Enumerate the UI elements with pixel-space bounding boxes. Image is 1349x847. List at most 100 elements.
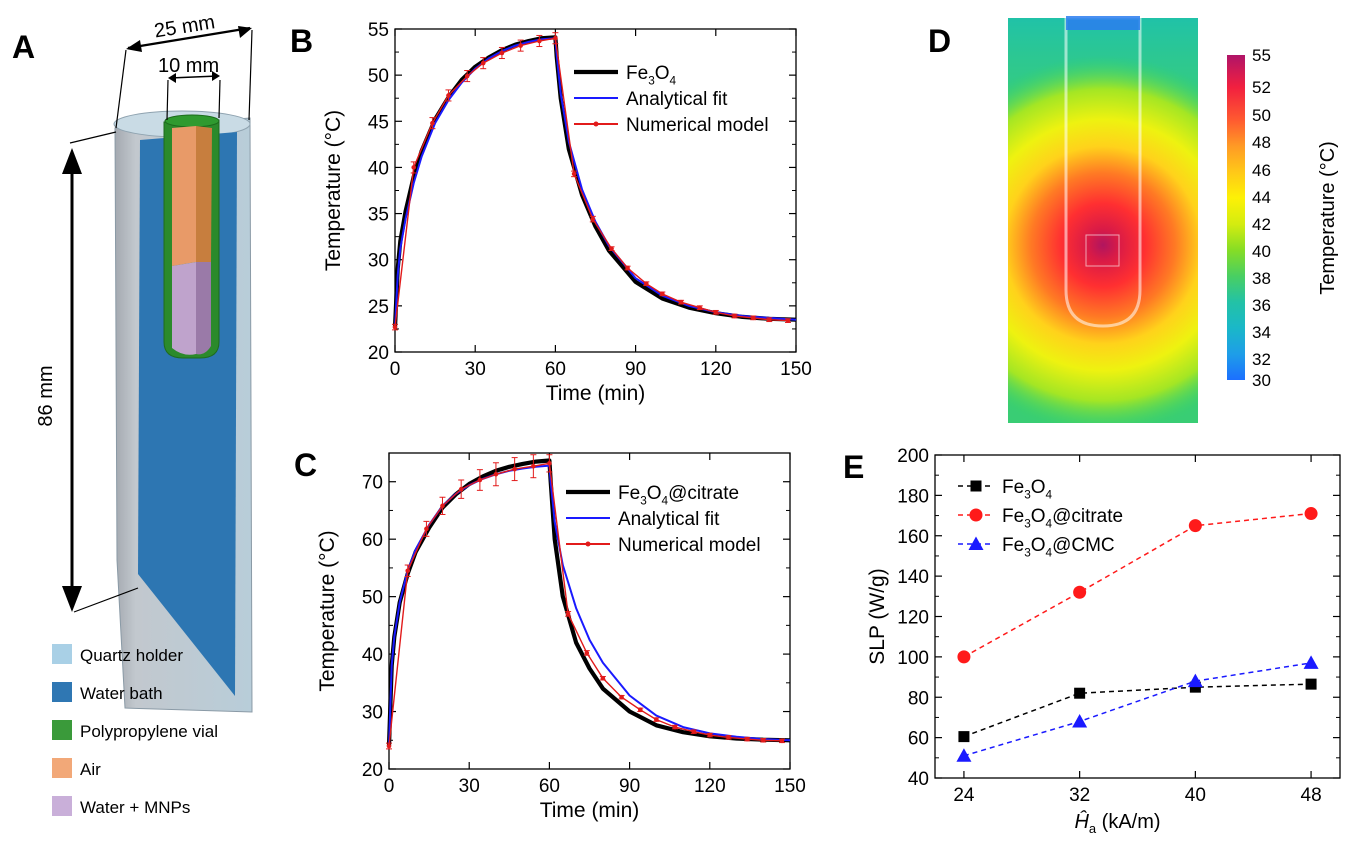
data-point-triangle — [1187, 673, 1203, 688]
plot-frame — [934, 454, 1341, 779]
data-point — [726, 735, 731, 740]
heatmap-hotspot — [1008, 18, 1198, 423]
x-axis-label: Time (min) — [540, 799, 640, 822]
colorbar-tick-52: 52 — [1252, 78, 1271, 97]
y-tick-label: 45 — [368, 112, 389, 133]
legend-label: Fe3​O4​ — [626, 63, 677, 87]
colorbar-tick-55: 55 — [1252, 46, 1271, 65]
colorbar-tick-42: 42 — [1252, 215, 1271, 234]
data-point — [643, 281, 649, 287]
data-point-circle — [957, 650, 971, 664]
series-line-0 — [963, 683, 1312, 738]
y-tick-label: 20 — [368, 343, 389, 364]
colorbar-tick-48: 48 — [1252, 133, 1271, 152]
data-point-circle — [1304, 507, 1318, 521]
y-axis-label: Temperature (°C) — [316, 530, 339, 691]
data-point — [785, 318, 791, 323]
data-point-triangle — [1072, 713, 1088, 728]
heatmap-vial-outline — [1064, 16, 1142, 328]
y-tick-label: 40 — [368, 158, 389, 179]
y-tick-label: 100 — [897, 648, 929, 669]
dim-width-outer: 25 mm — [153, 11, 217, 42]
colorbar-tick-36: 36 — [1252, 296, 1271, 315]
legend-marker — [970, 480, 982, 492]
y-tick-label: 70 — [362, 473, 383, 494]
data-point — [499, 50, 505, 56]
y-tick-label: 20 — [362, 760, 383, 781]
y-tick-label: 50 — [368, 66, 389, 87]
panel-e: E 24 32 40 48 40 60 80 100 120 140 160 180 200 Ĥa (kA/… — [843, 446, 1341, 836]
data-point-circle — [1188, 519, 1202, 533]
legend-marker — [593, 121, 599, 127]
data-point — [584, 650, 590, 656]
y-tick-label: 180 — [897, 486, 929, 507]
data-point-circle — [1073, 585, 1087, 599]
x-tick-label: 0 — [384, 776, 395, 797]
data-point — [600, 675, 606, 681]
data-point — [779, 738, 785, 744]
legend-marker — [968, 536, 984, 550]
legend-marker — [585, 541, 591, 547]
data-point — [477, 477, 483, 483]
colorbar-tick-38: 38 — [1252, 269, 1271, 288]
colorbar-tick-32: 32 — [1252, 350, 1271, 369]
legend-marker — [969, 508, 983, 522]
data-point — [480, 60, 486, 66]
data-point — [654, 717, 659, 722]
series-line-2 — [394, 37, 789, 328]
panel-c: C 0 30 60 90 120 150 20 30 40 50 60 70 Time (min) Temp… — [294, 447, 806, 822]
data-point — [619, 694, 624, 700]
legend-label-quartz: Quartz holder — [80, 646, 183, 665]
data-point — [750, 315, 756, 321]
x-tick-label: 24 — [953, 785, 975, 806]
data-point — [553, 35, 558, 41]
x-tick-label: 0 — [390, 359, 401, 380]
legend-swatch-air — [52, 758, 72, 778]
y-tick-label: 50 — [362, 588, 383, 609]
data-point — [392, 324, 398, 330]
y-tick-label: 120 — [897, 608, 929, 629]
data-point — [458, 486, 464, 492]
y-tick-label: 40 — [362, 645, 383, 666]
panel-a: A — [12, 11, 253, 817]
x-tick-label: 48 — [1301, 785, 1322, 806]
dim-height: 86 mm — [35, 365, 57, 426]
y-tick-label: 140 — [897, 567, 929, 588]
y-tick-label: 40 — [908, 769, 929, 790]
legend-label-air: Air — [80, 760, 101, 779]
data-point — [440, 503, 445, 509]
dim-width-inner: 10 mm — [158, 55, 219, 77]
legend-label-vial: Polypropylene vial — [80, 722, 218, 741]
y-axis-label: SLP (W/g) — [866, 568, 889, 664]
data-point-square — [1305, 678, 1317, 690]
legend-swatch-water-mnps — [52, 796, 72, 816]
data-point — [660, 291, 665, 297]
heatmap-cap — [1066, 16, 1140, 30]
data-point — [707, 732, 713, 738]
data-point — [518, 43, 523, 48]
panel-e-letter: E — [843, 449, 864, 485]
series-line-0 — [392, 35, 797, 328]
y-tick-label: 80 — [908, 688, 929, 709]
data-point — [760, 737, 766, 743]
data-point — [386, 743, 392, 749]
data-point — [609, 246, 614, 251]
panel-a-letter: A — [12, 29, 35, 65]
colorbar-tick-34: 34 — [1252, 323, 1271, 342]
x-tick-label: 90 — [625, 359, 646, 380]
data-point — [565, 611, 571, 617]
legend-swatch-water-bath — [52, 682, 72, 702]
plot-frame — [394, 28, 797, 353]
y-tick-label: 60 — [362, 530, 383, 551]
series-line-2 — [963, 662, 1312, 757]
water-mnps-shape — [172, 262, 196, 355]
data-point-square — [958, 731, 970, 743]
legend-swatch-vial — [52, 720, 72, 740]
data-point — [732, 313, 737, 319]
x-tick-label: 150 — [780, 359, 812, 380]
x-tick-label: 120 — [700, 359, 732, 380]
y-tick-label: 30 — [362, 703, 383, 724]
panel-c-letter: C — [294, 447, 317, 483]
y-tick-label: 55 — [368, 20, 389, 41]
